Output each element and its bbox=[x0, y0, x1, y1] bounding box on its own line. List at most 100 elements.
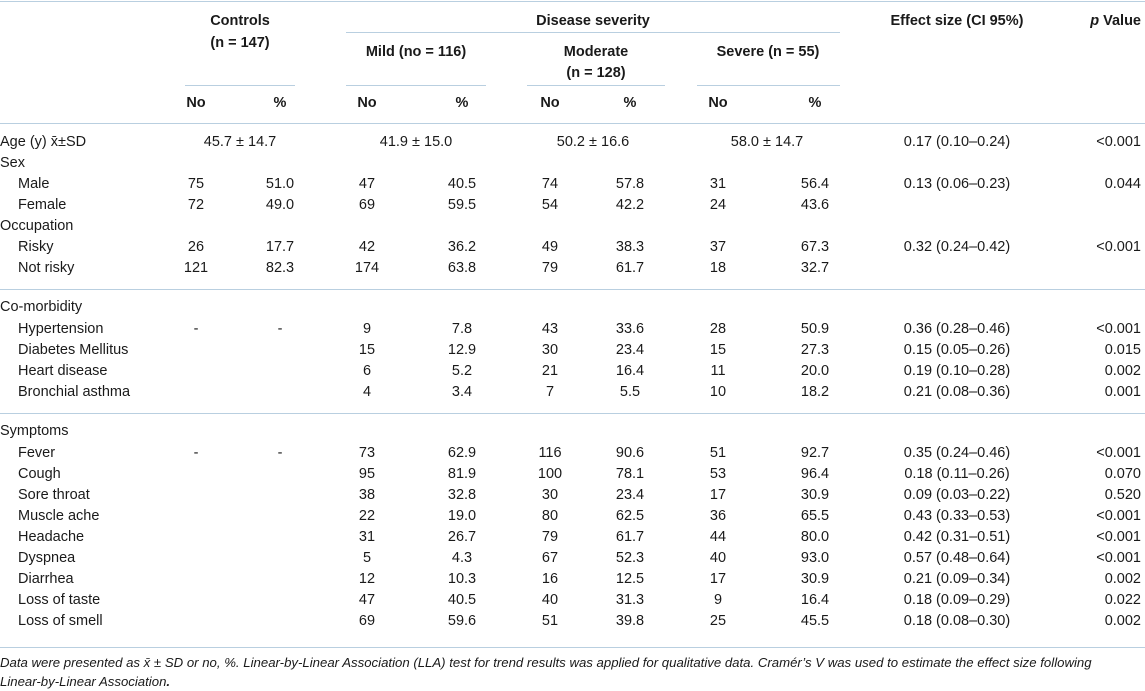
cell-moderate-no: 80 bbox=[541, 508, 559, 524]
cell-mild-pct: 12.9 bbox=[447, 342, 477, 358]
cell-effect-size: 0.19 (0.10–0.28) bbox=[903, 363, 1011, 379]
cell-p-value: 0.022 bbox=[1104, 592, 1141, 608]
cell-p-value: 0.001 bbox=[1104, 384, 1141, 400]
cell-moderate-pct: 90.6 bbox=[615, 445, 645, 461]
cell-moderate-no: 67 bbox=[541, 550, 559, 566]
cell-controls-no: 121 bbox=[183, 260, 209, 276]
footnote-line-1: Data were presented as x̄ ± SD or no, %.… bbox=[0, 655, 1092, 670]
cell-moderate-no: 43 bbox=[541, 321, 559, 337]
cell-severe-pct: 30.9 bbox=[800, 487, 830, 503]
cell-severe-pct: 18.2 bbox=[800, 384, 830, 400]
row-label: Headache bbox=[18, 529, 85, 545]
severity-underline bbox=[346, 32, 840, 33]
cell-severe-no: 53 bbox=[709, 466, 727, 482]
age-controls: 45.7 ± 14.7 bbox=[203, 134, 277, 150]
cell-effect-size: 0.42 (0.31–0.51) bbox=[903, 529, 1011, 545]
mild-header: Mild (no = 116) bbox=[365, 44, 467, 60]
cell-mild-pct: 81.9 bbox=[447, 466, 477, 482]
cell-p-value: <0.001 bbox=[1096, 321, 1141, 337]
cell-severe-no: 17 bbox=[709, 571, 727, 587]
cell-moderate-pct: 39.8 bbox=[615, 613, 645, 629]
cell-mild-no: 9 bbox=[362, 321, 372, 337]
cell-severe-pct: 30.9 bbox=[800, 571, 830, 587]
cell-severe-no: 31 bbox=[709, 176, 727, 192]
cell-mild-pct: 40.5 bbox=[447, 592, 477, 608]
cell-moderate-pct: 52.3 bbox=[615, 550, 645, 566]
cell-mild-no: 69 bbox=[358, 613, 376, 629]
cell-moderate-no: 116 bbox=[538, 445, 562, 461]
cell-severe-pct: 96.4 bbox=[800, 466, 830, 482]
cell-moderate-no: 79 bbox=[541, 260, 559, 276]
cell-controls-pct: - bbox=[277, 321, 283, 337]
cell-p-value: 0.002 bbox=[1104, 363, 1141, 379]
cell-mild-no: 6 bbox=[362, 363, 372, 379]
cell-moderate-pct: 31.3 bbox=[615, 592, 645, 608]
cell-moderate-pct: 23.4 bbox=[615, 487, 645, 503]
row-label: Female bbox=[18, 197, 67, 213]
cell-moderate-no: 79 bbox=[541, 529, 559, 545]
cell-severe-no: 37 bbox=[709, 239, 727, 255]
group-rule-symptoms bbox=[0, 413, 1145, 414]
footnote-line-2-text: Linear-by-Linear Association bbox=[0, 674, 167, 689]
cell-moderate-pct: 61.7 bbox=[615, 260, 645, 276]
age-p-value: <0.001 bbox=[1096, 134, 1141, 150]
cell-moderate-no: 51 bbox=[541, 613, 559, 629]
cell-severe-no: 40 bbox=[709, 550, 727, 566]
cell-severe-pct: 32.7 bbox=[800, 260, 830, 276]
cell-mild-pct: 40.5 bbox=[447, 176, 477, 192]
cell-effect-size: 0.36 (0.28–0.46) bbox=[903, 321, 1011, 337]
cell-severe-pct: 43.6 bbox=[800, 197, 830, 213]
cell-effect-size: 0.18 (0.09–0.29) bbox=[903, 592, 1011, 608]
cell-effect-size: 0.57 (0.48–0.64) bbox=[903, 550, 1011, 566]
cell-mild-pct: 36.2 bbox=[447, 239, 477, 255]
cell-controls-no: - bbox=[193, 445, 199, 461]
cell-severe-pct: 27.3 bbox=[800, 342, 830, 358]
cell-effect-size: 0.43 (0.33–0.53) bbox=[903, 508, 1011, 524]
footnote-line-2: Linear-by-Linear Association. bbox=[0, 673, 170, 691]
cell-mild-no: 4 bbox=[362, 384, 372, 400]
group-rule-comorbidity bbox=[0, 289, 1145, 290]
row-label: Loss of smell bbox=[18, 613, 103, 629]
no-header: No bbox=[708, 95, 728, 111]
cell-mild-no: 38 bbox=[358, 487, 376, 503]
cell-mild-no: 73 bbox=[358, 445, 376, 461]
cell-moderate-no: 21 bbox=[541, 363, 559, 379]
cell-moderate-pct: 61.7 bbox=[615, 529, 645, 545]
row-label: Fever bbox=[18, 445, 56, 461]
severity-header: Disease severity bbox=[536, 13, 650, 29]
cell-severe-no: 28 bbox=[709, 321, 727, 337]
cell-mild-no: 95 bbox=[358, 466, 376, 482]
cell-severe-no: 24 bbox=[709, 197, 727, 213]
cell-severe-no: 44 bbox=[709, 529, 727, 545]
cell-severe-no: 25 bbox=[709, 613, 727, 629]
cell-p-value: 0.002 bbox=[1104, 613, 1141, 629]
cell-mild-pct: 59.6 bbox=[447, 613, 477, 629]
cell-p-value: <0.001 bbox=[1096, 529, 1141, 545]
cell-severe-pct: 45.5 bbox=[800, 613, 830, 629]
cell-mild-no: 22 bbox=[358, 508, 376, 524]
cell-controls-no: 75 bbox=[187, 176, 205, 192]
age-moderate: 50.2 ± 16.6 bbox=[556, 134, 630, 150]
cell-moderate-no: 30 bbox=[541, 487, 559, 503]
cell-severe-pct: 16.4 bbox=[800, 592, 830, 608]
cell-p-value: 0.070 bbox=[1104, 466, 1141, 482]
cell-moderate-pct: 16.4 bbox=[615, 363, 645, 379]
cell-severe-no: 51 bbox=[709, 445, 727, 461]
row-label: Heart disease bbox=[18, 363, 108, 379]
footnote-line-2-end: . bbox=[166, 674, 171, 689]
age-mild: 41.9 ± 15.0 bbox=[379, 134, 453, 150]
p-value-header: p Value bbox=[1090, 12, 1141, 30]
cell-controls-no: 26 bbox=[187, 239, 205, 255]
cell-p-value: 0.002 bbox=[1104, 571, 1141, 587]
cell-moderate-no: 100 bbox=[537, 466, 563, 482]
cell-mild-pct: 4.3 bbox=[451, 550, 473, 566]
header-rule bbox=[0, 123, 1145, 124]
cell-severe-pct: 92.7 bbox=[800, 445, 830, 461]
cell-moderate-pct: 62.5 bbox=[615, 508, 645, 524]
row-label: Loss of taste bbox=[18, 592, 101, 608]
controls-n-header: (n = 147) bbox=[210, 35, 270, 51]
row-label: Cough bbox=[18, 466, 61, 482]
cell-effect-size: 0.09 (0.03–0.22) bbox=[903, 487, 1011, 503]
cell-moderate-no: 7 bbox=[545, 384, 555, 400]
